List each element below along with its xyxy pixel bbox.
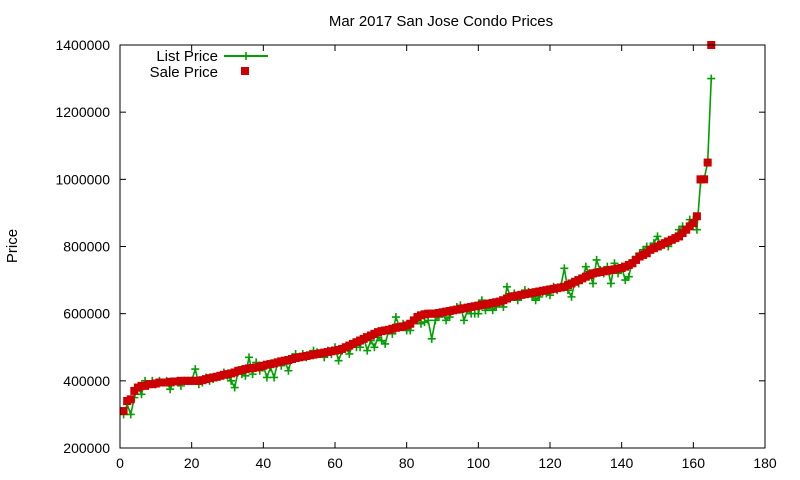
list-price-point [363,346,372,355]
chart-title: Mar 2017 San Jose Condo Prices [329,13,553,30]
y-tick-label: 400000 [63,373,110,389]
y-tick-label: 1200000 [55,104,110,120]
y-tick-label: 800000 [63,239,110,255]
list-price-point [284,366,293,375]
list-price-point [417,319,425,328]
legend-marker-sale-price [241,67,249,75]
list-price-point [592,255,601,264]
sale-price-point [119,407,128,416]
list-price-point [334,356,343,365]
sale-price-point [703,158,712,167]
list-price-point [381,339,390,348]
x-tick-label: 40 [256,455,272,471]
list-price-point [270,373,279,382]
y-tick-label: 1000000 [55,171,110,187]
list-price-point [581,262,590,271]
list-price-point [474,309,483,318]
list-price-point [460,316,468,325]
list-price-point [262,373,271,382]
x-tick-label: 80 [399,455,415,471]
list-price-point [227,376,236,385]
legend-label-list-price: List Price [156,48,218,65]
legend: List Price Sale Price [150,48,268,81]
list-price-point [560,264,569,273]
list-price-point [391,313,400,322]
list-price-point [707,74,716,83]
sale-price-point [126,395,135,404]
x-tick-label: 0 [116,455,124,471]
list-price-point [606,279,615,288]
plot-area [119,41,716,419]
sale-price-point [692,212,701,221]
list-price-point [503,282,511,291]
legend-label-sale-price: Sale Price [150,64,218,81]
list-price-point [653,232,662,241]
y-tick-label: 1400000 [55,37,110,53]
x-tick-label: 20 [184,455,200,471]
y-axis-label: Price [4,229,21,263]
x-tick-label: 120 [538,455,562,471]
list-price-point [191,365,200,374]
list-price-point [567,292,576,301]
x-tick-label: 180 [753,455,777,471]
list-price-point [166,385,175,394]
sale-price-point [700,175,709,184]
list-price-point [624,272,633,281]
list-price-point [345,349,354,358]
plot-frame [119,44,766,449]
list-price-point [126,410,135,419]
list-price-point [420,318,429,327]
list-price-point [370,343,379,352]
y-tick-label: 200000 [63,440,110,456]
legend-marker-list-price [242,52,250,60]
list-price-point [245,353,253,362]
x-tick-label: 140 [610,455,634,471]
list-price-point [589,279,597,288]
sale-price-point [689,218,698,227]
y-tick-label: 600000 [63,306,110,322]
list-price-point [692,225,701,234]
list-price-point [230,383,239,392]
x-tick-label: 60 [327,455,343,471]
list-price-point [427,334,436,343]
list-price-point [137,390,146,399]
x-tick-label: 100 [467,455,491,471]
axis-ticks: 0 20 40 60 80 100 120 140 160 180 200000 400000 6000… [55,37,776,471]
x-tick-label: 160 [682,455,706,471]
